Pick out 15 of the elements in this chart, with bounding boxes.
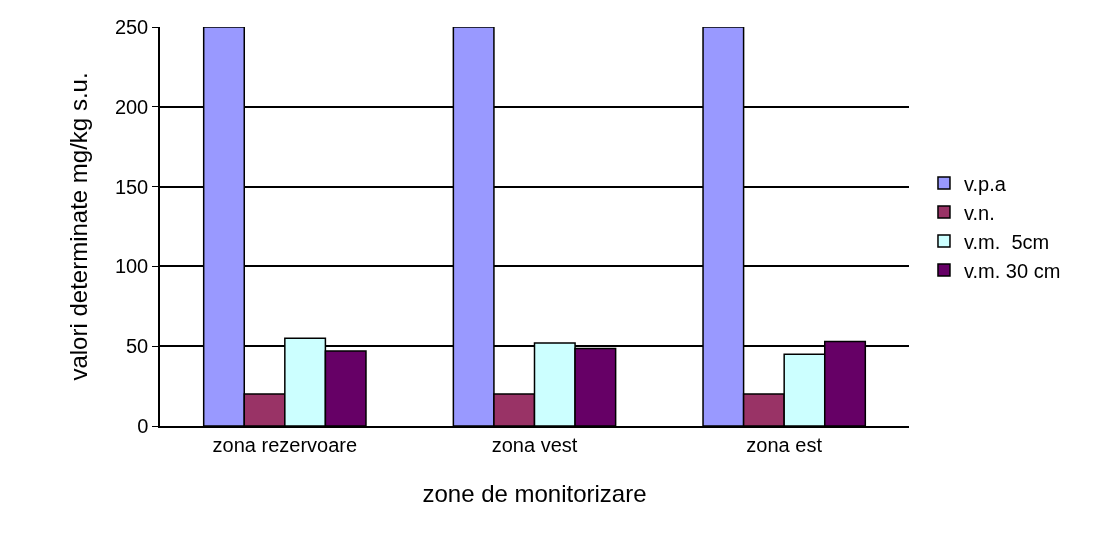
y-tick-label: 250 (114, 16, 149, 38)
x-tick-label: zona vest (491, 433, 578, 456)
y-tick-label: 200 (114, 95, 149, 118)
y-tick-label: 150 (114, 175, 149, 198)
legend-label: v.m. 30 cm (963, 259, 1061, 282)
y-tick-label: 50 (126, 335, 149, 358)
x-axis-title: zone de monitorizare (422, 479, 647, 507)
x-tick-label: zona est (746, 433, 823, 456)
y-axis-title: valori determinate mg/kg s.u. (65, 72, 93, 381)
y-tick-label: 0 (137, 415, 149, 437)
legend-label: v.m. 5cm (963, 230, 1050, 253)
legend-label: v.p.a (963, 172, 1007, 195)
legend-label: v.n. (963, 201, 995, 224)
y-tick-label: 100 (114, 255, 149, 278)
x-tick-label: zona rezervoare (212, 433, 358, 456)
